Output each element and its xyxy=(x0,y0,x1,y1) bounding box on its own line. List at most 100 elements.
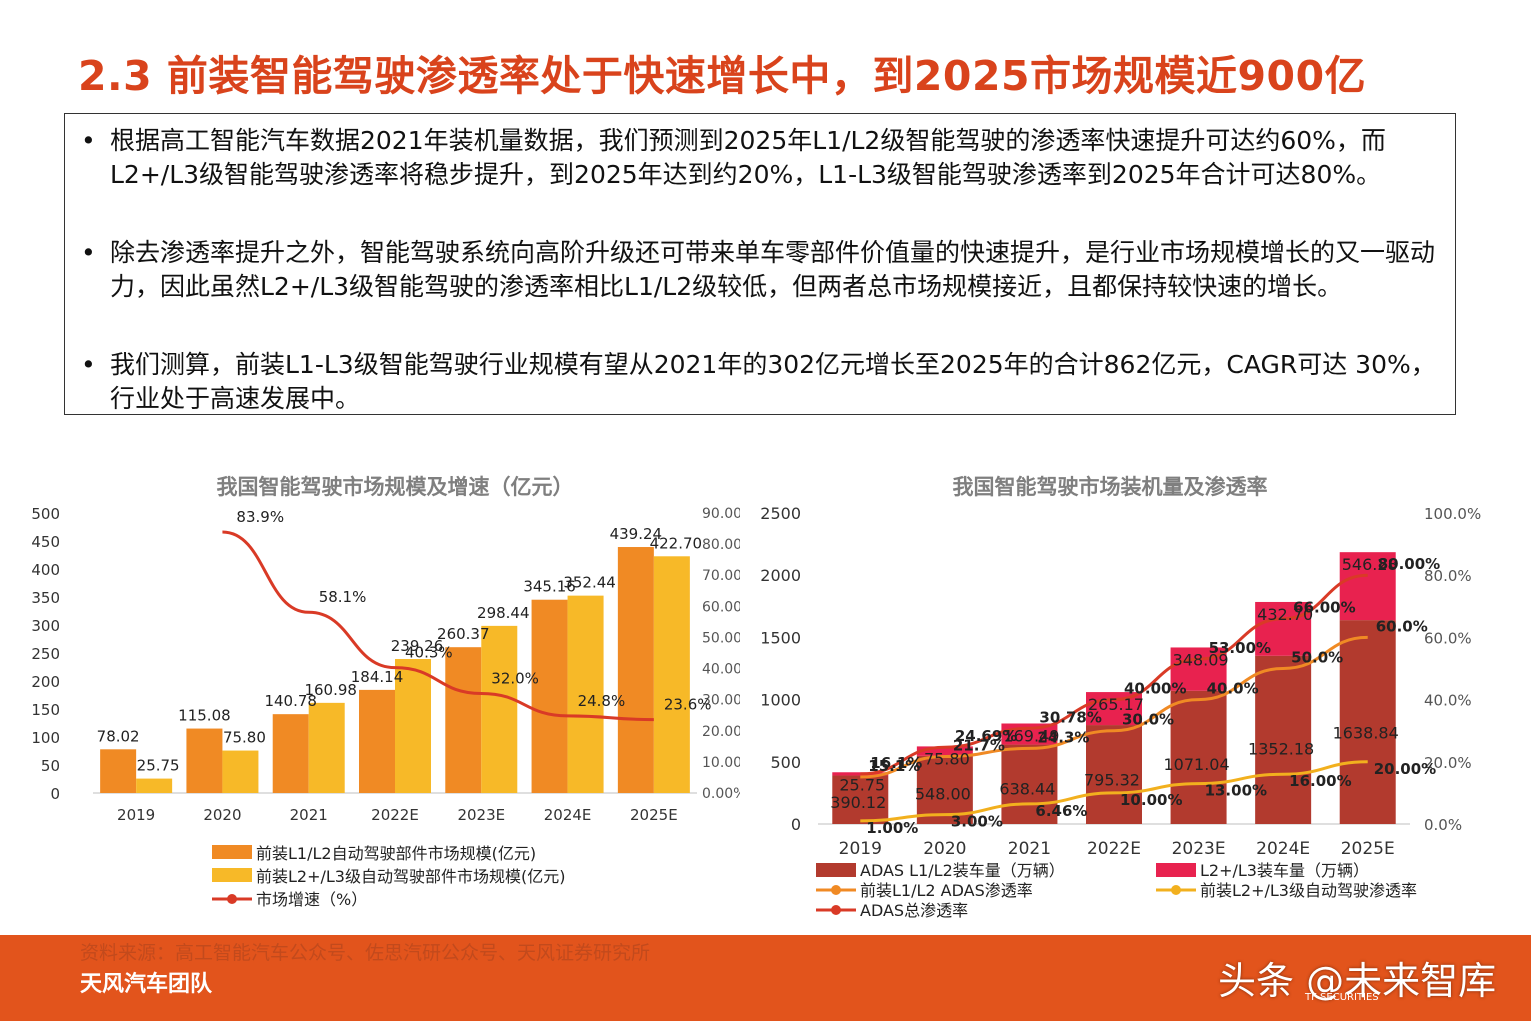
y-tick-label: 0 xyxy=(50,785,60,803)
bullet-text-1: 根据高工智能汽车数据2021年装机量数据，我们预测到2025年L1/L2级智能驾… xyxy=(110,126,1386,189)
penetration-label: 10.00% xyxy=(1120,791,1182,809)
x-tick-label: 2021 xyxy=(290,806,328,824)
y-tick-label: 1500 xyxy=(760,628,801,647)
bar-l2plus xyxy=(308,702,345,793)
bar-l2plus xyxy=(395,659,431,793)
bar-l1l2-label: 184.14 xyxy=(351,668,404,686)
penetration-label: 30.0% xyxy=(1122,711,1174,729)
x-tick-label: 2023E xyxy=(1172,839,1226,859)
bar-l1l2 xyxy=(617,547,654,793)
growth-label: 32.0% xyxy=(491,669,539,687)
y2-tick-label: 80.00% xyxy=(702,537,740,553)
bar-l2plus-label: 75.80 xyxy=(924,749,970,768)
bar-l2plus-label: 432.70 xyxy=(1257,605,1313,624)
legend-swatch xyxy=(212,845,252,859)
x-tick-label: 2025E xyxy=(630,806,678,824)
bar-adas-label: 548.00 xyxy=(915,784,971,803)
x-tick-label: 2023E xyxy=(457,806,505,824)
bar-l2plus-label: 298.44 xyxy=(477,604,530,622)
growth-label: 83.9% xyxy=(236,508,284,526)
bar-l2plus-label: 546.28 xyxy=(1342,555,1398,574)
y2-tick-label: 70.00% xyxy=(702,568,740,584)
x-tick-label: 2022E xyxy=(1087,839,1141,859)
penetration-label: 21.7% xyxy=(953,737,1005,755)
bar-adas-label: 390.12 xyxy=(830,793,886,812)
bar-adas-l1l2 xyxy=(1001,744,1058,824)
penetration-label: 66.00% xyxy=(1293,599,1355,617)
footer-bar xyxy=(0,935,1531,1021)
legend-marker xyxy=(831,905,841,915)
bullet-dot: • xyxy=(81,126,96,155)
y2-tick-label: 40.00% xyxy=(702,662,740,678)
y2-tick-label: 80.0% xyxy=(1424,567,1472,585)
y-tick-label: 500 xyxy=(31,505,60,523)
legend-label: 前装L1/L2自动驾驶部件市场规模(亿元) xyxy=(256,844,536,863)
penetration-label: 40.00% xyxy=(1124,680,1186,698)
y-tick-label: 250 xyxy=(31,645,60,663)
y-tick-label: 1000 xyxy=(760,691,801,710)
growth-label: 23.6% xyxy=(664,696,712,714)
growth-label: 40.3% xyxy=(405,644,453,662)
bullet-text-2: 除去渗透率提升之外，智能驾驶系统向高阶升级还可带来单车零部件价值量的快速提升，是… xyxy=(110,238,1436,301)
penetration-label: 30.78% xyxy=(1039,708,1101,726)
bar-l1l2-label: 140.78 xyxy=(264,692,317,710)
legend-label: ADAS L1/L2装车量（万辆） xyxy=(860,861,1065,880)
y2-tick-label: 100.0% xyxy=(1424,505,1481,523)
y2-tick-label: 50.00% xyxy=(702,630,740,646)
summary-box: • 根据高工智能汽车数据2021年装机量数据，我们预测到2025年L1/L2级智… xyxy=(64,113,1456,415)
penetration-label: 40.0% xyxy=(1207,680,1259,698)
bar-l2plus xyxy=(567,595,604,793)
bar-l2plus-label: 348.09 xyxy=(1173,650,1229,669)
growth-label: 24.8% xyxy=(578,692,626,710)
page-title: 2.3 前装智能驾驶渗透率处于快速增长中，到2025市场规模近900亿 xyxy=(78,52,1367,100)
penetration-line xyxy=(860,635,1368,779)
penetration-label: 24.69% xyxy=(955,727,1017,745)
source-note: 资料来源：高工智能汽车公众号、佐思汽研公众号、天风证券研究所 xyxy=(80,942,651,964)
bar-adas-l1l2 xyxy=(1339,620,1396,824)
y-tick-label: 200 xyxy=(31,673,60,691)
bullet-dot: • xyxy=(81,238,96,267)
bullet-dot: • xyxy=(81,350,96,379)
bar-l1l2-label: 260.37 xyxy=(437,625,490,643)
y-tick-label: 150 xyxy=(31,701,60,719)
bar-l2plus-label: 239.26 xyxy=(391,637,444,655)
growth-line xyxy=(222,530,654,722)
bar-l2plus xyxy=(653,556,690,793)
bar-l2plus-label: 265.17 xyxy=(1088,695,1144,714)
bar-l2plus-label: 422.70 xyxy=(650,534,703,552)
chart-title: 我国智能驾驶市场装机量及渗透率 xyxy=(953,475,1268,499)
y2-tick-label: 60.00% xyxy=(702,599,740,615)
bar-l1l2 xyxy=(359,689,395,793)
y2-tick-label: 0.0% xyxy=(1424,816,1462,834)
y-tick-label: 300 xyxy=(31,617,60,635)
bar-l2plus xyxy=(222,750,259,793)
y-tick-label: 500 xyxy=(770,753,801,772)
x-tick-label: 2019 xyxy=(839,839,882,859)
penetration-label: 20.00% xyxy=(1374,760,1436,778)
penetration-label: 50.0% xyxy=(1291,649,1343,667)
market-size-chart-svg: 我国智能驾驶市场规模及增速（亿元） 0 50 100 150 200 250 300 350 40… xyxy=(31,475,755,909)
y2-tick-label: 40.0% xyxy=(1424,692,1472,710)
bar-l2plus-l3 xyxy=(916,746,973,756)
legend-swatch xyxy=(816,863,856,877)
bar-adas-l1l2 xyxy=(832,775,889,824)
y2-tick-label: 60.0% xyxy=(1424,629,1472,647)
bar-l2plus-label: 160.98 xyxy=(304,681,357,699)
penetration-line xyxy=(860,760,1368,823)
bar-l2plus xyxy=(481,625,518,793)
chart-title: 我国智能驾驶市场规模及增速（亿元） xyxy=(217,475,574,499)
penetration-label: 80.00% xyxy=(1378,555,1440,573)
bar-l2plus-label: 169.49 xyxy=(1003,726,1059,745)
legend-swatch xyxy=(1156,863,1196,877)
bar-l2plus-l3 xyxy=(1255,601,1312,656)
bar-l1l2 xyxy=(272,714,309,793)
bar-l2plus-label: 352.44 xyxy=(563,574,616,592)
bar-l1l2-label: 345.16 xyxy=(523,578,576,596)
x-tick-label: 2021 xyxy=(1008,839,1051,859)
legend-label: 前装L2+/L3级自动驾驶部件市场规模(亿元) xyxy=(256,867,565,886)
bar-adas-label: 795.32 xyxy=(1084,770,1140,789)
legend-swatch xyxy=(212,868,252,882)
team-name: 天风汽车团队 xyxy=(80,972,213,997)
bar-l2plus-label: 25.75 xyxy=(839,775,885,794)
market-size-chart: 我国智能驾驶市场规模及增速（亿元） 0 50 100 150 200 250 300 350 40… xyxy=(20,460,755,920)
